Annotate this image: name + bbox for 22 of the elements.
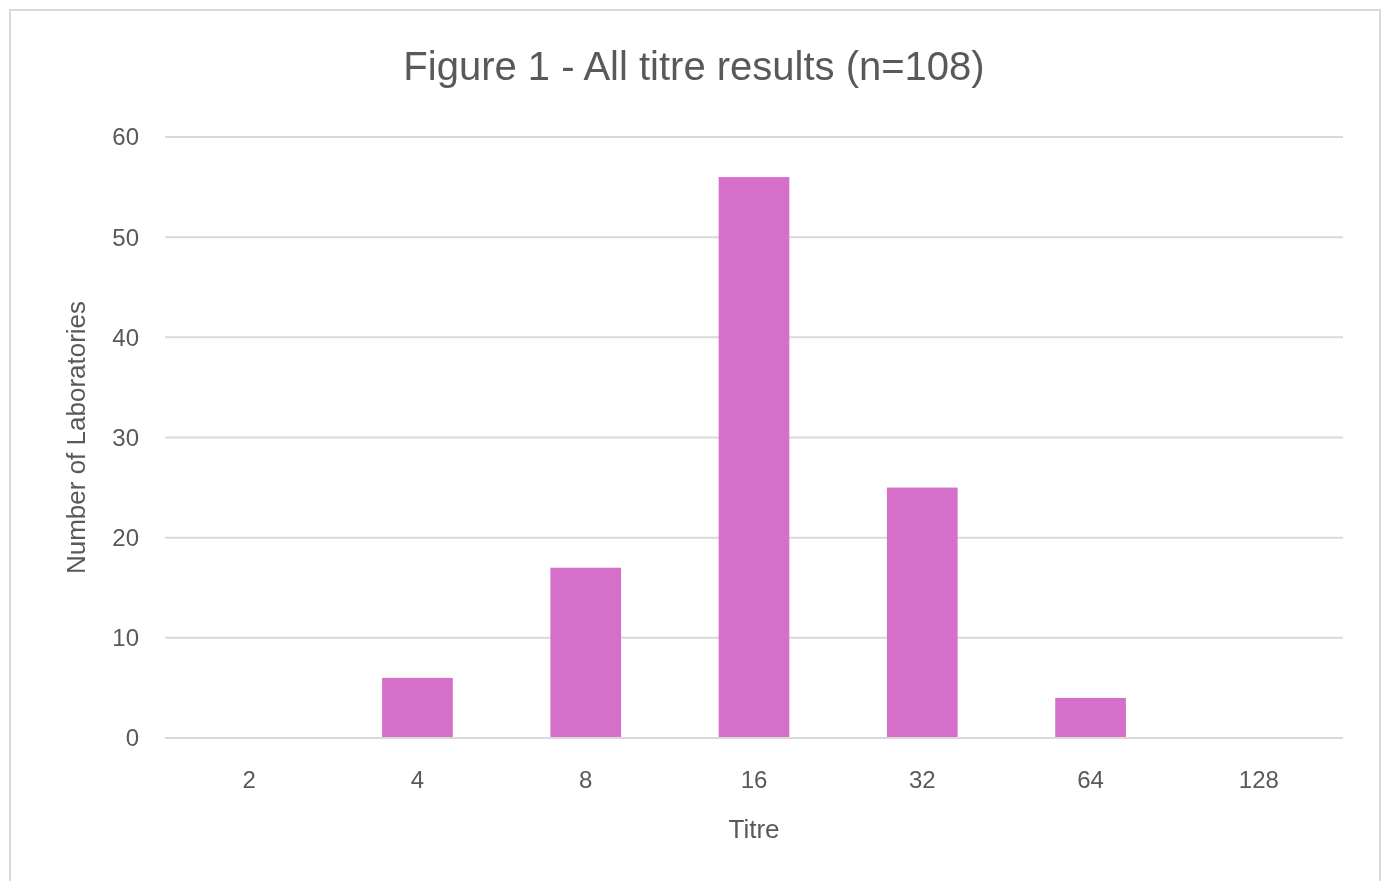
bar xyxy=(550,567,622,738)
x-tick-label: 128 xyxy=(1238,766,1279,793)
bar xyxy=(718,177,790,738)
y-tick-label: 50 xyxy=(112,223,139,251)
y-tick-label: 30 xyxy=(112,423,139,451)
y-tick-label: 0 xyxy=(125,724,139,752)
bar xyxy=(1055,697,1126,738)
x-tick-label: 4 xyxy=(410,766,425,793)
x-tick-label: 2 xyxy=(242,766,256,793)
y-tick-label: 40 xyxy=(112,323,139,351)
y-tick-label: 20 xyxy=(112,524,139,552)
x-tick-label: 16 xyxy=(740,766,768,793)
y-axis-title: Number of Laboratories xyxy=(61,300,91,575)
bar xyxy=(886,487,958,738)
x-tick-label: 32 xyxy=(908,766,936,793)
bar xyxy=(382,677,453,738)
x-axis-title: Titre xyxy=(728,814,780,844)
y-tick-label: 60 xyxy=(112,123,139,151)
chart-title: Figure 1 - All titre results (n=108) xyxy=(403,44,985,88)
x-tick-label: 8 xyxy=(579,766,593,793)
x-tick-label: 64 xyxy=(1077,766,1104,793)
y-tick-label: 10 xyxy=(112,624,139,652)
